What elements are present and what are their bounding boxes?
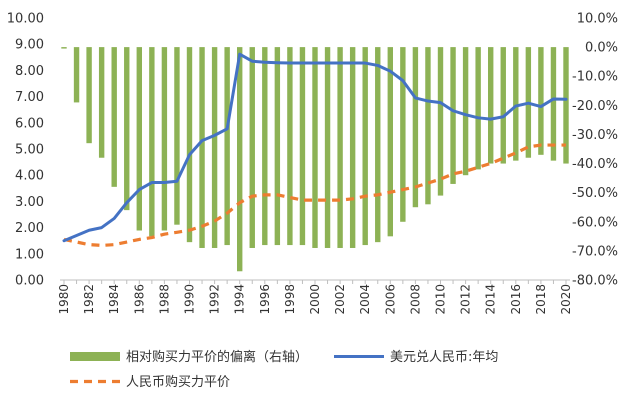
legend-label-ppp: 人民币购买力平价 bbox=[126, 374, 230, 390]
x-tick-label: 1990 bbox=[183, 284, 197, 315]
bar-2014 bbox=[488, 47, 494, 164]
bar-1980 bbox=[61, 47, 67, 49]
x-tick-label: 2002 bbox=[333, 284, 347, 315]
bar-2004 bbox=[362, 47, 368, 246]
bar-1987 bbox=[149, 47, 155, 237]
x-tick-label: 1998 bbox=[283, 284, 297, 315]
exchange-rate-line bbox=[62, 52, 568, 243]
ppp-line bbox=[63, 143, 566, 248]
left-tick-label: 0.00 bbox=[15, 274, 44, 289]
bar-1996 bbox=[262, 47, 268, 246]
bar-1989 bbox=[174, 47, 180, 225]
right-tick-label: -70.0% bbox=[572, 244, 618, 259]
bar-2012 bbox=[462, 47, 469, 176]
x-tick-label: 1984 bbox=[107, 284, 121, 315]
x-tick-label: 1986 bbox=[132, 284, 146, 315]
x-tick-label: 1988 bbox=[157, 284, 171, 315]
right-tick-label: 0.0% bbox=[585, 41, 618, 56]
right-tick-label: 10.0% bbox=[577, 12, 618, 27]
right-tick-label: -60.0% bbox=[572, 215, 618, 230]
bar-1990 bbox=[186, 47, 193, 243]
x-tick-label: 2006 bbox=[383, 284, 397, 315]
x-tick-label: 2020 bbox=[559, 284, 573, 315]
bar-1983 bbox=[98, 47, 105, 158]
left-tick-label: 1.00 bbox=[15, 247, 44, 262]
x-tick-label: 2010 bbox=[434, 284, 448, 315]
bar-1984 bbox=[111, 47, 117, 187]
x-tick-label: 1992 bbox=[208, 284, 222, 315]
bar-1992 bbox=[211, 47, 218, 248]
right-tick-label: -10.0% bbox=[572, 70, 618, 85]
bar-1985 bbox=[124, 47, 130, 211]
bar-2018 bbox=[538, 47, 544, 155]
bar-2002 bbox=[337, 47, 343, 248]
right-axis: -80.0% -70.0% -60.0% -50.0% -40.0% -30.0% -20.… bbox=[572, 12, 618, 289]
x-axis: 1980 1982 1984 1986 1988 1990 1992 1994 1996 1998… bbox=[57, 279, 573, 315]
left-tick-label: 9.00 bbox=[15, 38, 44, 53]
bar-1998 bbox=[287, 47, 293, 246]
bar-1981 bbox=[73, 47, 80, 103]
legend-swatch-bar bbox=[70, 352, 120, 361]
bar-2020 bbox=[563, 47, 569, 164]
x-tick-label: 2012 bbox=[459, 284, 473, 315]
bar-2011 bbox=[450, 47, 456, 184]
bar-2003 bbox=[349, 47, 356, 248]
left-tick-label: 10.00 bbox=[7, 12, 44, 27]
x-tick-label: 2000 bbox=[308, 284, 322, 315]
bar-2009 bbox=[425, 47, 431, 205]
x-tick-label: 1982 bbox=[82, 284, 96, 315]
x-tick-label: 1996 bbox=[258, 284, 272, 315]
x-tick-label: 2016 bbox=[509, 284, 523, 315]
x-tick-label: 1980 bbox=[57, 284, 71, 315]
right-tick-label: -50.0% bbox=[572, 186, 618, 201]
left-tick-label: 8.00 bbox=[15, 64, 44, 79]
bar-1986 bbox=[136, 47, 142, 231]
bar-1993 bbox=[224, 47, 230, 246]
left-axis: 0.00 1.00 2.00 3.00 4.00 5.00 6.00 7.00 8.00 9.00… bbox=[7, 12, 44, 289]
bar-1982 bbox=[86, 47, 92, 144]
left-tick-label: 4.00 bbox=[15, 169, 44, 184]
bar-2005 bbox=[375, 47, 381, 243]
bar-series bbox=[61, 47, 569, 272]
bar-2016 bbox=[513, 47, 519, 161]
x-tick-label: 2008 bbox=[408, 284, 422, 315]
bar-2008 bbox=[412, 47, 419, 208]
left-tick-label: 3.00 bbox=[15, 195, 44, 210]
right-tick-label: -20.0% bbox=[572, 99, 618, 114]
bar-2006 bbox=[387, 47, 393, 237]
bar-2019 bbox=[550, 47, 557, 161]
bar-1995 bbox=[249, 47, 255, 248]
left-tick-label: 6.00 bbox=[15, 116, 44, 131]
left-tick-label: 5.00 bbox=[15, 143, 44, 158]
legend-label-exchange-rate: 美元兑人民币:年均 bbox=[390, 350, 498, 365]
bar-2000 bbox=[312, 47, 318, 248]
line-series bbox=[62, 52, 568, 248]
right-tick-label: -80.0% bbox=[572, 274, 618, 289]
x-tick-label: 2018 bbox=[534, 284, 548, 315]
bar-2001 bbox=[324, 47, 331, 248]
bar-2013 bbox=[475, 47, 481, 170]
bar-2015 bbox=[500, 47, 506, 164]
bar-2007 bbox=[400, 47, 406, 222]
right-tick-label: -30.0% bbox=[572, 128, 618, 143]
bar-1988 bbox=[161, 47, 168, 231]
left-tick-label: 2.00 bbox=[15, 221, 44, 236]
bar-1991 bbox=[199, 47, 205, 248]
bar-1997 bbox=[274, 47, 281, 246]
bar-2010 bbox=[437, 47, 444, 196]
x-tick-label: 2014 bbox=[484, 284, 498, 315]
x-tick-label: 2004 bbox=[358, 284, 372, 315]
bar-1994 bbox=[237, 47, 243, 272]
legend-label-bar: 相对购买力平价的偏离（右轴） bbox=[126, 349, 308, 365]
bar-1999 bbox=[299, 47, 306, 246]
x-tick-label: 1994 bbox=[233, 284, 247, 315]
left-tick-label: 7.00 bbox=[15, 90, 44, 105]
right-tick-label: -40.0% bbox=[572, 157, 618, 172]
